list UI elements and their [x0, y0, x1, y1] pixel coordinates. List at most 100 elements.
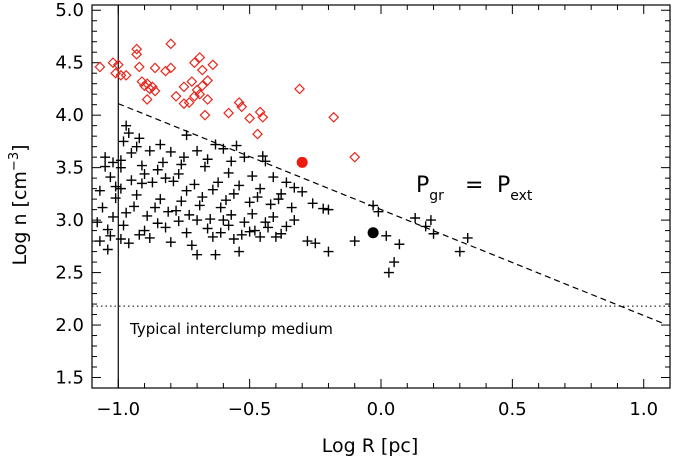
plus-marker [139, 168, 150, 179]
plus-marker [115, 155, 126, 166]
diamond-marker [244, 112, 256, 124]
x-tick-label: −1.0 [96, 399, 140, 420]
plus-marker [108, 211, 119, 222]
plus-marker [100, 161, 111, 172]
plus-marker [249, 225, 260, 236]
plus-marker [105, 230, 116, 241]
diamond-marker [133, 61, 145, 73]
diamond-marker [144, 83, 156, 95]
x-axis-label: Log R [pc] [322, 435, 419, 457]
plus-marker [281, 177, 292, 188]
plus-marker [394, 239, 405, 250]
plus-marker [231, 140, 242, 151]
plus-marker [318, 203, 329, 214]
diamond-marker [254, 106, 266, 118]
plus-marker [192, 215, 203, 226]
diamond-marker [107, 57, 119, 69]
plus-marker [92, 217, 103, 228]
x-tick-label: 0.5 [498, 399, 527, 420]
plus-marker [223, 167, 234, 178]
plus-marker [163, 206, 174, 217]
plus-marker [260, 156, 271, 167]
diamond-marker [194, 52, 206, 63]
plus-marker [289, 215, 300, 226]
plus-marker [121, 120, 132, 131]
plus-marker [255, 231, 266, 242]
plus-marker [220, 195, 231, 206]
diamond-marker [236, 101, 248, 113]
y-tick-label: 2.0 [55, 315, 84, 336]
plus-marker [289, 182, 300, 193]
plus-marker [126, 147, 137, 158]
y-axis-label-prefix: Log n [cm [9, 171, 31, 265]
plus-marker [383, 267, 394, 278]
plus-marker [100, 152, 111, 163]
plus-marker [110, 181, 121, 192]
plus-marker [202, 154, 213, 165]
plus-marker [131, 189, 142, 200]
y-tick-label: 5.0 [55, 0, 84, 21]
plus-marker [268, 211, 279, 222]
pressure-equilibrium-dashed-line [118, 103, 663, 324]
x-tick-label: 0.0 [367, 399, 396, 420]
black-circle-marker [367, 227, 379, 239]
plus-marker [255, 183, 266, 194]
plus-marker [420, 221, 431, 232]
equation-lhs: P [416, 173, 429, 198]
plus-marker [150, 202, 161, 213]
plus-marker [173, 216, 184, 227]
plus-marker [218, 143, 229, 154]
plus-marker [428, 228, 439, 239]
y-tick-label: 3.5 [55, 158, 84, 179]
plus-marker [307, 198, 318, 209]
plus-marker [131, 141, 142, 152]
plus-marker [310, 238, 321, 249]
plus-marker [223, 220, 234, 231]
diamond-marker [112, 59, 124, 71]
y-tick-label: 2.5 [55, 263, 84, 284]
plus-marker [115, 183, 126, 194]
plus-marker [110, 193, 121, 204]
plus-marker [276, 188, 287, 199]
plus-marker [247, 208, 258, 219]
diamond-marker [94, 61, 106, 73]
plus-marker [454, 246, 465, 257]
plus-marker [349, 236, 360, 247]
plus-marker [273, 194, 284, 205]
diamond-marker [178, 81, 190, 93]
diamond-marker [223, 107, 235, 119]
plus-marker [157, 157, 168, 168]
diamond-marker [110, 67, 122, 79]
y-axis-ticks: 1.5 2.0 2.5 3.0 3.5 4.0 4.5 5.0 [55, 0, 670, 389]
plus-marker [165, 146, 176, 157]
plus-marker [94, 185, 105, 196]
diamond-marker [189, 57, 200, 69]
diamond-marker [141, 78, 153, 90]
y-tick-label: 1.5 [55, 368, 84, 389]
plus-marker [118, 136, 129, 147]
plus-marker [136, 178, 147, 189]
diamond-marker [139, 80, 150, 92]
plus-marker [186, 240, 197, 251]
plus-marker [121, 207, 132, 218]
equation-lhs-subscript: gr [429, 188, 444, 204]
plus-marker [139, 225, 150, 236]
x-axis-ticks: −1.0 −0.5 0.0 0.5 1.0 [91, 5, 671, 420]
plus-marker [176, 159, 187, 170]
plus-marker [192, 145, 203, 156]
x-tick-label: −0.5 [228, 399, 272, 420]
diamond-marker [149, 62, 161, 74]
plus-marker [160, 222, 171, 233]
plus-marker [160, 173, 171, 184]
plus-marker [173, 168, 184, 179]
diamond-marker [149, 85, 161, 97]
diamond-marker [178, 98, 190, 110]
x-tick-label: 1.0 [629, 399, 658, 420]
diamond-marker [199, 109, 211, 121]
plus-marker [184, 209, 195, 220]
plus-marker [207, 184, 218, 195]
plus-marker [302, 236, 313, 247]
plus-marker [126, 175, 137, 186]
plus-marker [381, 230, 392, 241]
